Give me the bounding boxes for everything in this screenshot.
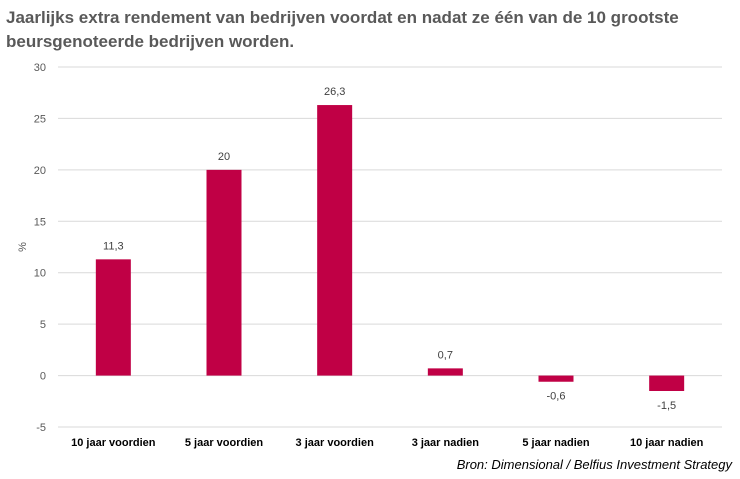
data-label: 0,7 [438, 349, 453, 361]
bar [427, 368, 463, 376]
category-label: 3 jaar nadien [412, 437, 480, 449]
y-tick-label: 10 [34, 268, 46, 280]
y-tick-label: 5 [40, 319, 46, 331]
category-label: 5 jaar nadien [522, 437, 590, 449]
bar [538, 375, 574, 382]
y-tick-label: 30 [34, 62, 46, 74]
data-label: 20 [218, 151, 230, 163]
bar [206, 169, 242, 376]
bars [95, 105, 685, 391]
category-label: 5 jaar voordien [185, 437, 264, 449]
y-tick-label: 25 [34, 113, 46, 125]
data-label: 11,3 [103, 240, 124, 252]
y-tick-label: 0 [40, 371, 46, 383]
y-axis-ticks: -5 0 5 10 15 20 25 30 [34, 62, 46, 434]
source-note: Bron: Dimensional / Belfius Investment S… [456, 457, 732, 472]
data-label: 26,3 [324, 86, 345, 98]
bar [95, 259, 131, 376]
category-label: 10 jaar voordien [71, 437, 156, 449]
bar [317, 105, 353, 376]
data-labels: 11,3 20 26,3 0,7 -0,6 -1,5 [103, 86, 676, 412]
y-axis-title: % [17, 242, 29, 252]
category-label: 3 jaar voordien [296, 437, 375, 449]
data-label: -1,5 [657, 400, 676, 412]
y-tick-label: 15 [34, 216, 46, 228]
category-label: 10 jaar nadien [630, 437, 704, 449]
y-tick-label: 20 [34, 165, 46, 177]
data-label: -0,6 [547, 391, 566, 403]
bar [649, 375, 685, 391]
chart-title: Jaarlijks extra rendement van bedrijven … [6, 8, 679, 51]
y-tick-label: -5 [36, 422, 46, 434]
gridlines [58, 66, 722, 428]
x-axis-categories: 10 jaar voordien 5 jaar voordien 3 jaar vo… [71, 437, 703, 449]
